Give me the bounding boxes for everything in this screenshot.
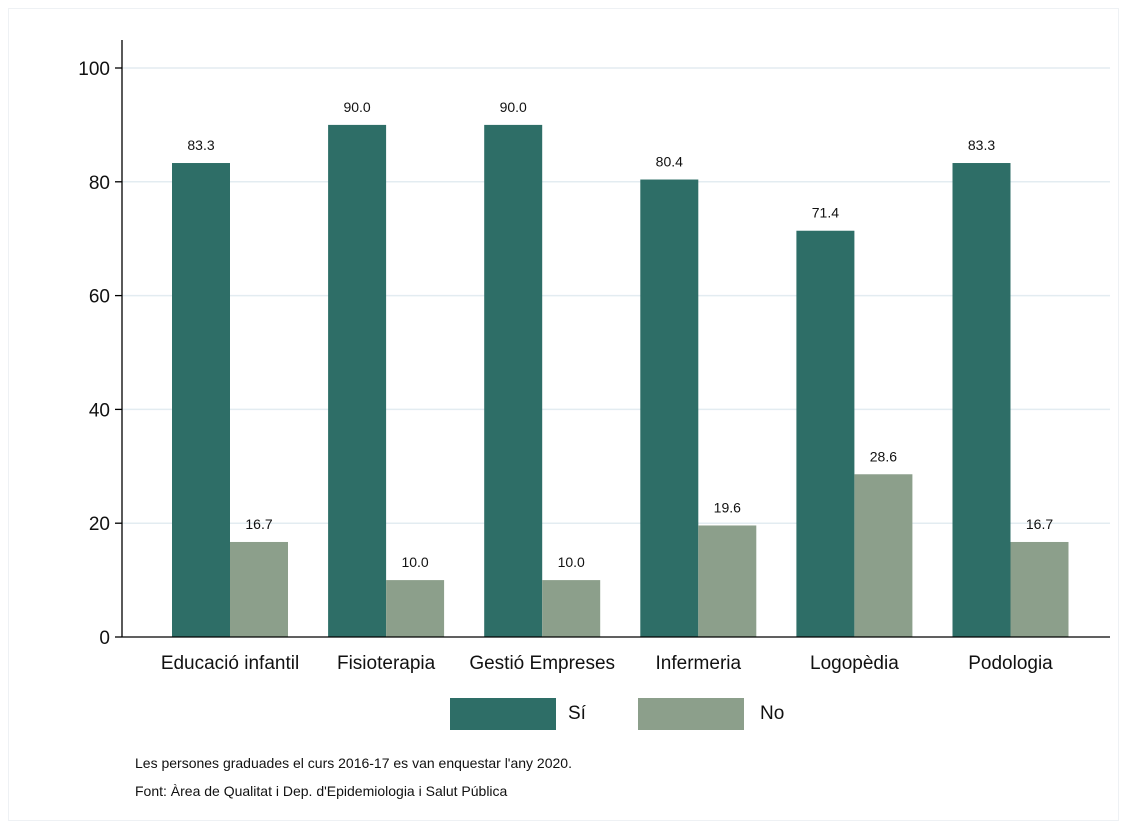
bar-no [1010,541,1069,637]
bar-si [172,163,230,637]
category-label: Infermeria [656,653,742,674]
value-label-si: 83.3 [968,137,995,153]
y-tick-label: 80 [89,173,110,194]
legend-label-si: Sí [568,703,586,724]
legend-label-no: No [760,703,785,724]
value-label-si: 90.0 [343,99,370,115]
category-label: Podologia [968,653,1053,674]
value-labels-layer: 83.3 16.7 90.0 10.0 90.0 10.0 80.4 19.6 71.4 28.6… [187,99,1053,570]
bar-si [484,124,543,637]
value-label-si: 83.3 [187,137,214,153]
bar-si [796,230,855,637]
value-label-si: 71.4 [812,205,839,221]
survey-note: Les persones graduades el curs 2016-17 e… [135,755,572,771]
value-label-si: 90.0 [500,99,527,115]
bar-no [854,474,913,637]
category-label: Educació infantil [161,653,299,674]
source-note: Font: Àrea de Qualitat i Dep. d'Epidemio… [135,783,508,799]
value-label-no: 10.0 [558,554,585,570]
legend-swatch-si [450,698,556,730]
figure-frame [8,8,1119,821]
bars-layer [172,124,1069,638]
y-tick-label: 60 [89,287,110,308]
legend-swatch-no [638,698,744,730]
value-label-si: 80.4 [656,154,683,170]
value-label-no: 10.0 [401,554,428,570]
bar-no [542,580,601,637]
y-tick-label: 20 [89,514,110,535]
bar-si [328,124,387,637]
bar-no [230,541,288,637]
y-tick-label: 40 [89,400,110,421]
bar-si [640,179,699,638]
bar-si [952,163,1011,637]
value-label-no: 16.7 [1026,516,1053,532]
y-tick-label: 0 [99,628,110,649]
category-label: Fisioterapia [337,653,436,674]
value-label-no: 16.7 [245,516,272,532]
bar-no [386,580,445,637]
axis-layer [115,40,1110,638]
value-label-no: 19.6 [714,499,741,515]
grid-layer [122,67,1110,524]
bar-chart: 83.3 16.7 90.0 10.0 90.0 10.0 80.4 19.6 71.4 28.6… [78,40,1110,674]
category-labels: Educació infantil Fisioterapia Gestió Empr… [161,653,1053,674]
bar-no [698,525,757,637]
category-label: Logopèdia [810,653,899,674]
category-label: Gestió Empreses [469,653,615,674]
y-tick-label: 100 [78,59,110,80]
y-tick-labels: 0 20 40 60 80 100 [78,59,110,649]
value-label-no: 28.6 [870,448,897,464]
